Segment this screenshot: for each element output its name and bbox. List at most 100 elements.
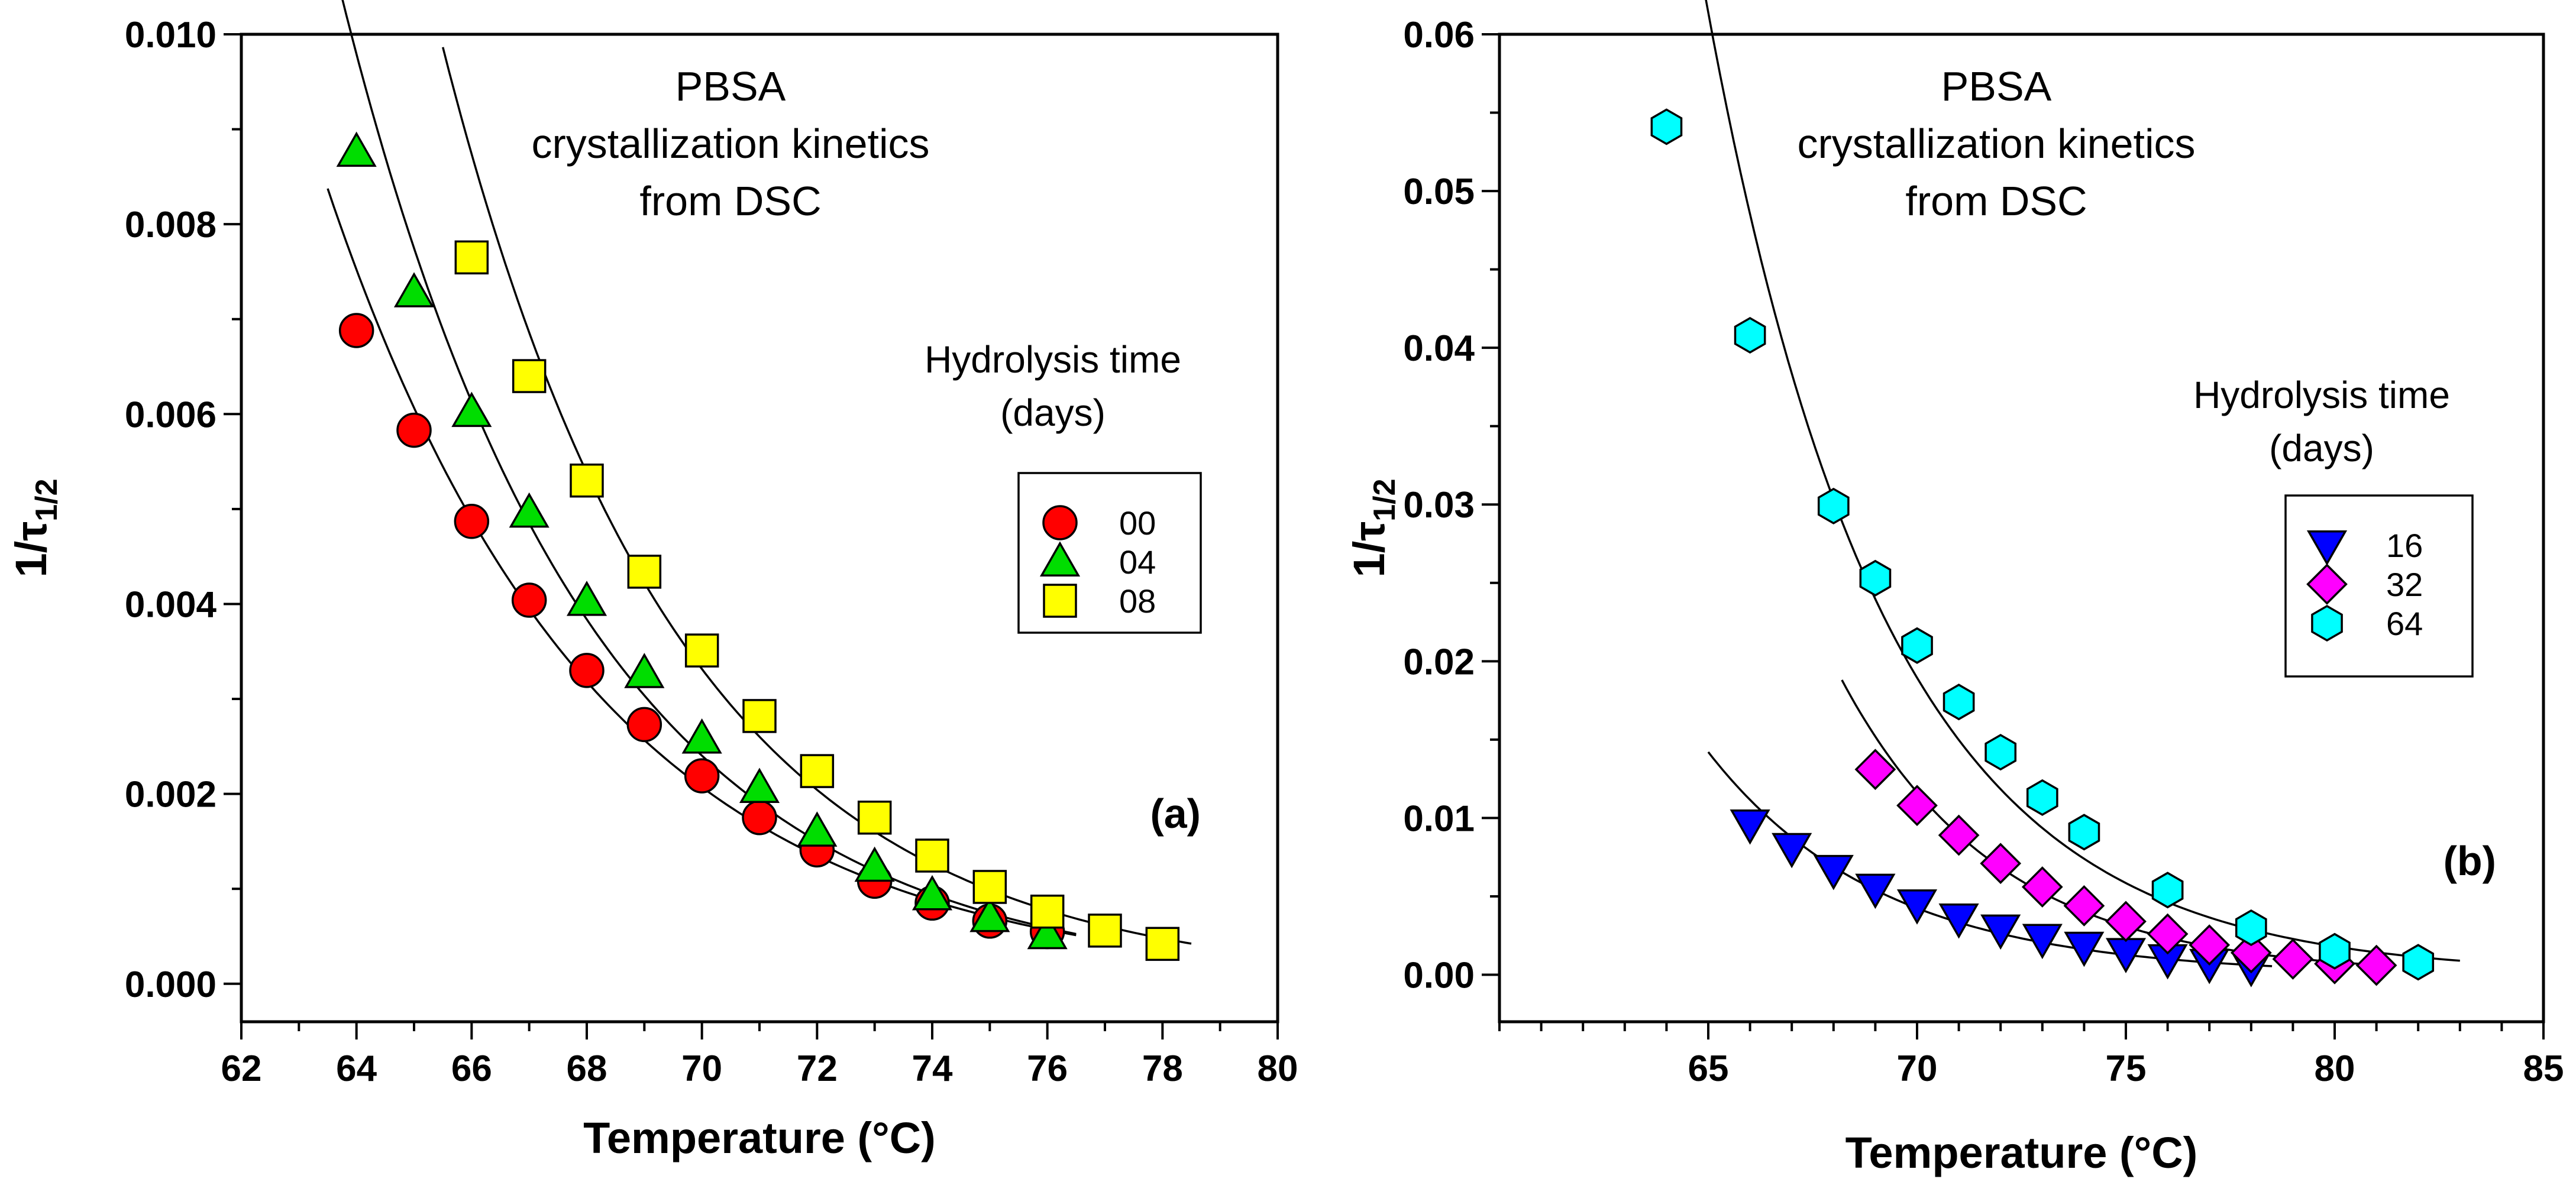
y-axis-title-main: 1/τ: [1344, 522, 1394, 578]
triangle-down-marker: [1855, 873, 1896, 909]
annotation-line: PBSA: [675, 63, 786, 109]
legend-label-08: 08: [1119, 582, 1156, 620]
circle-marker: [569, 653, 605, 688]
x-tick-label: 70: [681, 1048, 722, 1089]
triangle-down-marker: [1730, 809, 1770, 845]
diamond-marker: [2355, 944, 2397, 986]
fit-curve-00: [327, 188, 1077, 937]
y-tick-label: 0.01: [1403, 798, 1475, 839]
circle-marker: [742, 800, 777, 835]
diamond-marker: [1896, 785, 1938, 827]
square-marker: [684, 633, 719, 668]
y-tick-label: 0.03: [1403, 485, 1475, 526]
x-axis-title: Temperature (°C): [1845, 1128, 2198, 1177]
diamond-marker: [2105, 901, 2147, 943]
x-tick-label: 85: [2523, 1048, 2564, 1089]
x-tick-label: 68: [567, 1048, 607, 1089]
square-marker: [1145, 927, 1180, 961]
triangle-down-marker: [1938, 903, 1979, 939]
y-tick-label: 0.000: [125, 964, 216, 1005]
legend-title-line: (days): [2269, 427, 2374, 469]
triangle-up-marker: [681, 718, 722, 754]
square-marker: [1030, 894, 1065, 929]
x-tick-label: 76: [1027, 1048, 1068, 1089]
triangle-up-marker: [739, 767, 780, 804]
square-marker: [512, 359, 547, 393]
y-axis-title-main: 1/τ: [7, 522, 56, 578]
diamond-marker: [1980, 843, 2022, 885]
legend-label-04: 04: [1119, 543, 1156, 581]
triangle-up-marker: [797, 811, 838, 847]
legend-label-00: 00: [1119, 504, 1156, 542]
triangle-down-marker: [2064, 931, 2105, 967]
triangle-down-marker: [2022, 924, 2063, 960]
y-tick-label: 0.04: [1403, 328, 1475, 369]
legend-label-64: 64: [2386, 605, 2423, 642]
x-tick-label: 74: [912, 1048, 953, 1089]
triangle-up-marker: [624, 653, 665, 688]
y-tick-label: 0.004: [125, 584, 217, 625]
diamond-marker: [2147, 913, 2189, 955]
hexagon-marker: [2151, 872, 2184, 909]
triangle-down-marker: [1813, 854, 1854, 890]
square-marker: [800, 754, 835, 788]
annotation-line: from DSC: [639, 178, 821, 224]
triangle-down-marker: [1980, 914, 2021, 950]
series-04: [336, 131, 1068, 950]
hexagon-marker: [1859, 559, 1892, 597]
x-tick-label: 66: [451, 1048, 492, 1089]
circle-marker: [338, 313, 374, 348]
triangle-up-marker: [509, 492, 550, 528]
diamond-marker: [2272, 938, 2314, 980]
panel-a: 62 64 66 68 70 72 74 76 78 80 0.000 0.002 0.004 0.006…: [7, 0, 1298, 1162]
series-08: [454, 240, 1180, 961]
panel-b: 65 70 75 80 85 0.00 0.01 0.02 0.03 0.04 0.05 0.06 Te…: [1344, 0, 2564, 1177]
diamond-marker: [2189, 924, 2231, 966]
diamond-marker: [1854, 749, 1896, 791]
square-marker: [627, 555, 662, 589]
x-tick-label: 65: [1688, 1048, 1729, 1089]
annotation-line: crystallization kinetics: [1798, 121, 2196, 167]
triangle-down-marker: [2105, 938, 2147, 973]
series-64: [1650, 108, 2435, 981]
triangle-up-marker: [451, 391, 492, 428]
panel-label: (a): [1150, 791, 1201, 837]
annotation-line: crystallization kinetics: [532, 121, 930, 167]
circle-marker: [454, 504, 490, 539]
plot-frame: [1498, 33, 2545, 1024]
legend-marker-32: [2306, 564, 2348, 605]
series-32: [1854, 749, 2397, 986]
diamond-marker: [2230, 932, 2272, 974]
y-tick-label: 0.008: [125, 205, 216, 245]
hexagon-marker: [2319, 932, 2351, 970]
triangle-down-marker: [1896, 889, 1938, 925]
square-marker: [857, 801, 892, 835]
hexagon-marker: [1650, 108, 1683, 145]
circle-marker: [396, 412, 432, 448]
y-axis-title: 1/τ1/2: [7, 478, 64, 577]
diamond-marker: [1938, 814, 1980, 856]
square-marker: [1088, 914, 1122, 948]
hexagon-marker: [2235, 909, 2267, 947]
triangle-down-marker: [1772, 833, 1812, 869]
square-marker: [454, 240, 489, 275]
fit-curve-08: [442, 47, 1192, 945]
y-tick-label: 0.00: [1403, 955, 1475, 996]
y-tick-label: 0.002: [125, 775, 216, 815]
series-16: [1730, 809, 2271, 987]
circle-marker: [626, 707, 662, 743]
x-axis-title: Temperature (°C): [583, 1113, 936, 1162]
x-tick-label: 78: [1142, 1048, 1183, 1089]
legend-label-32: 32: [2386, 566, 2423, 603]
x-tick-label: 64: [336, 1048, 377, 1089]
x-tick-label: 72: [797, 1048, 838, 1089]
legend-marker-64: [2311, 604, 2343, 642]
hexagon-marker: [1734, 316, 1766, 354]
hexagon-marker: [1942, 684, 1975, 721]
legend-title-line: Hydrolysis time: [925, 338, 1181, 381]
triangle-up-marker: [566, 581, 607, 616]
triangle-up-marker: [969, 896, 1010, 932]
panel-label: (b): [2444, 838, 2496, 884]
square-marker: [915, 838, 949, 873]
